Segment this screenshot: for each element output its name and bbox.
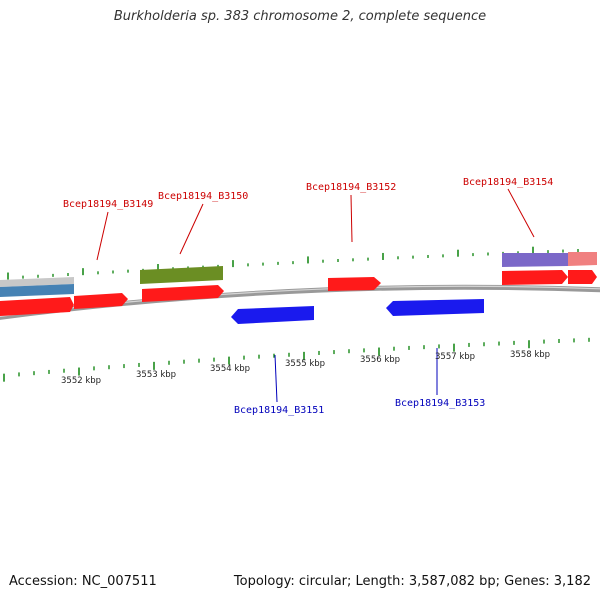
topology-summary-text: Topology: circular; Length: 3,587,082 bp… — [233, 574, 591, 589]
feature-gray-left — [0, 277, 74, 287]
gene-label-B3152[interactable]: Bcep18194_B3152 — [306, 182, 396, 193]
feature-purple-B3154 — [502, 253, 568, 267]
callout-line-B3151 — [274, 354, 278, 403]
map-title: Burkholderia sp. 383 chromosome 2, compl… — [113, 9, 487, 24]
accession-text: Accession: NC_007511 — [9, 574, 157, 589]
gene-arrow-B3152[interactable] — [328, 277, 381, 291]
callout-line-B3150 — [179, 203, 204, 255]
feature-pink-B3154 — [568, 252, 597, 266]
kbp-label-3556: 3556 kbp — [360, 355, 400, 365]
gene-arrow-B3154[interactable] — [502, 270, 568, 285]
kbp-label-3552: 3552 kbp — [61, 376, 101, 386]
gene-arrow-B3151[interactable] — [231, 306, 314, 324]
gene-arrow-B3149[interactable] — [74, 293, 128, 309]
gene-label-B3149[interactable]: Bcep18194_B3149 — [63, 199, 153, 210]
kbp-label-3554: 3554 kbp — [210, 364, 250, 374]
inner-tick-ruler — [3, 337, 590, 382]
kbp-label-3557: 3557 kbp — [435, 352, 475, 362]
gene-arrow-B3155[interactable] — [568, 270, 597, 284]
callout-line-B3149 — [96, 211, 109, 261]
gene-label-B3154[interactable]: Bcep18194_B3154 — [463, 177, 553, 188]
gene-label-B3153[interactable]: Bcep18194_B3153 — [395, 398, 485, 409]
feature-olive-B3150 — [140, 266, 223, 284]
kbp-label-3555: 3555 kbp — [285, 359, 325, 369]
callout-line-B3152 — [350, 194, 353, 243]
gene-arrow-B3148[interactable] — [0, 297, 74, 316]
gene-arrow-B3150[interactable] — [142, 285, 224, 302]
gene-label-B3150[interactable]: Bcep18194_B3150 — [158, 191, 248, 202]
gene-arrow-B3153[interactable] — [386, 299, 484, 316]
outer-tick-ruler — [7, 246, 579, 280]
callout-line-B3154 — [507, 188, 535, 238]
kbp-label-3558: 3558 kbp — [510, 350, 550, 360]
feature-steelblue-left — [0, 284, 74, 297]
gene-label-B3151[interactable]: Bcep18194_B3151 — [234, 405, 324, 416]
kbp-label-3553: 3553 kbp — [136, 370, 176, 380]
